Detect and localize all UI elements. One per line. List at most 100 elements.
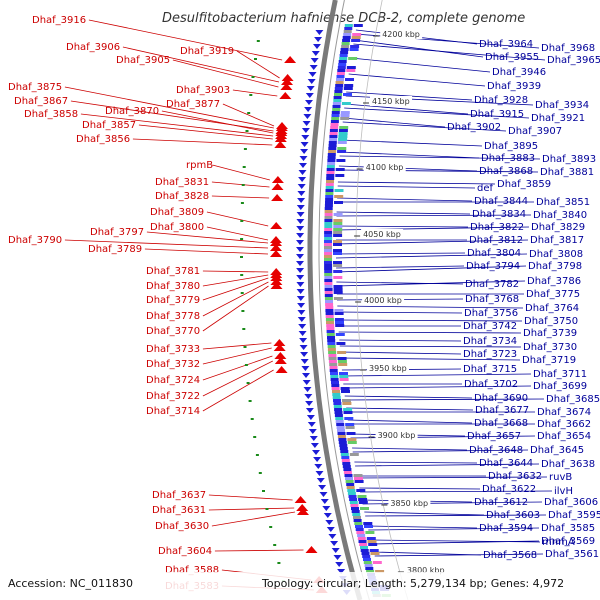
reverse-gene-block [361,552,370,555]
reverse-gene-block [339,447,348,450]
reverse-gene-block [324,291,333,294]
right-label-connector [360,490,553,493]
genome-backbone [307,0,409,600]
reverse-gene-block [334,312,344,315]
left-label-connector [161,110,274,134]
right-gene-label: Dhaf_3654 [537,431,591,442]
reverse-gene-arrow [301,128,310,133]
reverse-gene-block [335,420,344,423]
reverse-gene-arrow [305,401,314,406]
left-gene-label: Dhaf_3631 [152,505,206,516]
rna-mark [240,220,244,222]
reverse-gene-block [337,435,346,438]
right-label-connector [344,103,469,115]
right-label-connector [352,447,468,451]
reverse-gene-block [334,408,343,411]
rna-mark [245,130,249,132]
reverse-gene-block [340,111,350,114]
reverse-gene-block [345,477,353,480]
right-gene-label: Dhaf_3622 [482,484,536,495]
right-gene-label: Dhaf_3934 [535,100,589,111]
right-gene-label: Dhaf_3756 [464,308,518,319]
reverse-gene-arrow [320,499,329,504]
reverse-gene-block [325,300,333,303]
rna-mark [262,490,265,492]
reverse-gene-block [324,237,333,240]
reverse-gene-block [324,297,333,300]
right-label-connector [354,39,484,58]
left-gene-label: Dhaf_3797 [90,227,144,238]
reverse-gene-block [348,495,357,498]
forward-gene-arrow [273,344,286,351]
left-label-connector [236,50,280,79]
rna-mark [250,418,254,420]
reverse-gene-block [366,537,376,540]
reverse-gene-arrow [296,212,305,217]
reverse-gene-block [330,126,339,129]
reverse-gene-block [333,291,343,294]
right-label-connector [342,121,507,132]
reverse-gene-block [325,312,334,315]
rna-mark [244,364,248,366]
reverse-gene-block [347,438,357,441]
reverse-gene-block [343,93,352,96]
kbp-label-bg [370,96,412,106]
left-label-connector [80,113,274,137]
reverse-gene-block [346,486,355,489]
reverse-gene-block [334,201,343,204]
reverse-gene-block [335,174,345,177]
reverse-gene-block [335,333,345,336]
rna-mark [254,58,257,60]
reverse-gene-block [331,381,339,384]
reverse-gene-arrow [306,86,315,91]
rna-mark [273,544,277,546]
reverse-gene-block [337,69,346,72]
reverse-gene-arrow [319,492,328,497]
left-gene-label: Dhaf_3790 [8,235,62,246]
right-gene-label: Dhaf_3662 [537,419,591,430]
left-gene-label: Dhaf_3780 [146,281,200,292]
left-gene-label: Dhaf_3604 [158,546,212,557]
right-gene-label: Dhaf_3730 [523,342,577,353]
reverse-gene-block [357,534,366,537]
forward-gene-arrow [276,122,288,129]
left-label-connector [202,369,274,412]
reverse-gene-block [324,273,333,276]
reverse-gene-block [326,330,335,333]
reverse-gene-block [340,450,349,453]
reverse-gene-block [333,297,343,300]
right-gene-label: Dhaf_3719 [522,355,576,366]
reverse-gene-block [335,324,345,327]
rna-mark [255,454,259,456]
reverse-gene-block [338,438,347,441]
reverse-gene-block [324,207,333,210]
reverse-gene-block [334,93,342,96]
left-gene-label: Dhaf_3831 [155,177,209,188]
reverse-gene-block [329,366,338,369]
reverse-gene-block [346,69,356,72]
left-gene-label: Dhaf_3906 [66,42,120,53]
reverse-gene-block [353,24,363,27]
reverse-gene-block [343,411,353,414]
reverse-gene-arrow [297,191,306,196]
reverse-gene-block [343,471,352,474]
rna-mark [265,508,269,510]
forward-gene-arrow [294,496,307,503]
reverse-gene-block [325,183,334,186]
right-label-connector [357,476,548,479]
right-label-connector [352,449,529,453]
right-label-connector [337,311,463,314]
reverse-gene-block [324,243,332,246]
reverse-gene-block [337,141,347,144]
right-gene-label: Dhaf_3699 [533,381,587,392]
left-gene-label: Dhaf_3588 [165,565,219,576]
reverse-gene-block [338,363,348,366]
right-label-connector [353,43,546,61]
reverse-gene-block [338,129,348,132]
forward-gene-arrow [281,78,293,85]
reverse-gene-block [341,45,350,48]
reverse-gene-arrow [296,226,305,231]
reverse-gene-block [366,570,375,573]
reverse-gene-arrow [309,65,318,70]
reverse-gene-block [363,522,373,525]
